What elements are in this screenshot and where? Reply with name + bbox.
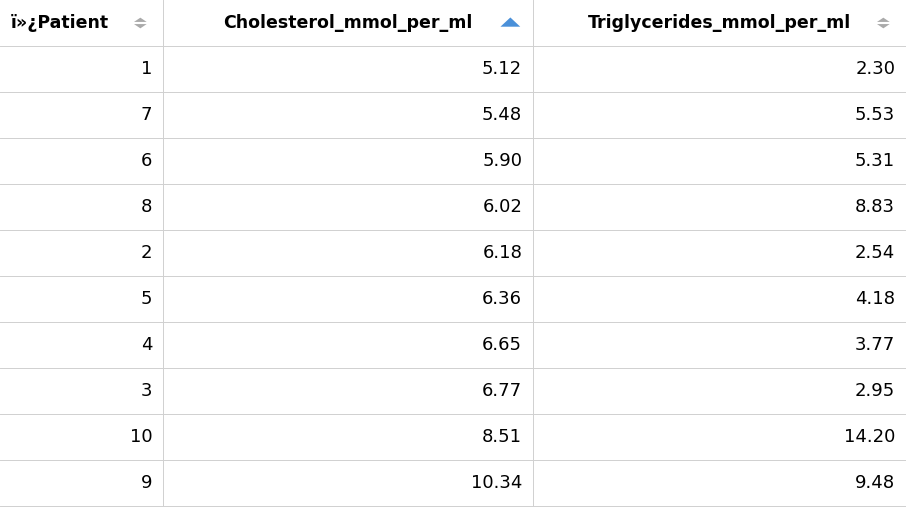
Text: 3: 3 (140, 382, 152, 400)
Bar (533, 276, 906, 322)
Polygon shape (134, 24, 147, 28)
Polygon shape (877, 24, 890, 28)
Text: 6.77: 6.77 (482, 382, 522, 400)
Text: 8: 8 (140, 198, 152, 216)
Bar (533, 92, 906, 138)
Text: 3.77: 3.77 (855, 336, 895, 354)
Bar (163, 460, 533, 506)
Bar (0, 138, 163, 184)
Bar (163, 92, 533, 138)
Bar (0, 184, 163, 230)
Bar (0, 0, 163, 46)
Bar (533, 0, 906, 46)
Polygon shape (134, 18, 147, 22)
Bar (163, 0, 533, 46)
Text: 6.02: 6.02 (482, 198, 522, 216)
Bar (0, 414, 163, 460)
Polygon shape (877, 18, 890, 22)
Polygon shape (500, 17, 520, 27)
Bar (533, 230, 906, 276)
Bar (0, 46, 163, 92)
Text: 5.90: 5.90 (482, 152, 522, 170)
Bar (533, 368, 906, 414)
Text: 5: 5 (140, 290, 152, 308)
Text: 6.65: 6.65 (482, 336, 522, 354)
Text: 6: 6 (140, 152, 152, 170)
Text: 2: 2 (140, 244, 152, 262)
Bar (0, 460, 163, 506)
Text: 4.18: 4.18 (855, 290, 895, 308)
Bar (163, 368, 533, 414)
Bar (163, 138, 533, 184)
Text: ï»¿Patient: ï»¿Patient (11, 14, 109, 32)
Text: 2.30: 2.30 (855, 60, 895, 78)
Text: Triglycerides_mmol_per_ml: Triglycerides_mmol_per_ml (588, 14, 851, 32)
Bar (533, 460, 906, 506)
Text: 7: 7 (140, 106, 152, 124)
Bar (533, 184, 906, 230)
Text: 2.54: 2.54 (855, 244, 895, 262)
Text: 10: 10 (130, 428, 152, 446)
Text: 1: 1 (140, 60, 152, 78)
Bar (533, 46, 906, 92)
Bar (163, 276, 533, 322)
Bar (0, 322, 163, 368)
Text: 2.95: 2.95 (855, 382, 895, 400)
Text: 9.48: 9.48 (855, 474, 895, 492)
Bar (533, 322, 906, 368)
Text: 8.83: 8.83 (855, 198, 895, 216)
Bar (0, 92, 163, 138)
Text: Cholesterol_mmol_per_ml: Cholesterol_mmol_per_ml (223, 14, 473, 32)
Bar (533, 414, 906, 460)
Text: 6.36: 6.36 (482, 290, 522, 308)
Text: 9: 9 (140, 474, 152, 492)
Bar (163, 414, 533, 460)
Bar (163, 46, 533, 92)
Text: 5.53: 5.53 (855, 106, 895, 124)
Text: 8.51: 8.51 (482, 428, 522, 446)
Text: 5.48: 5.48 (482, 106, 522, 124)
Text: 6.18: 6.18 (482, 244, 522, 262)
Bar (163, 322, 533, 368)
Bar (0, 368, 163, 414)
Bar (533, 138, 906, 184)
Bar (163, 184, 533, 230)
Bar (163, 230, 533, 276)
Text: 5.12: 5.12 (482, 60, 522, 78)
Text: 14.20: 14.20 (843, 428, 895, 446)
Bar (0, 230, 163, 276)
Bar (0, 276, 163, 322)
Text: 4: 4 (140, 336, 152, 354)
Text: 10.34: 10.34 (471, 474, 522, 492)
Text: 5.31: 5.31 (855, 152, 895, 170)
